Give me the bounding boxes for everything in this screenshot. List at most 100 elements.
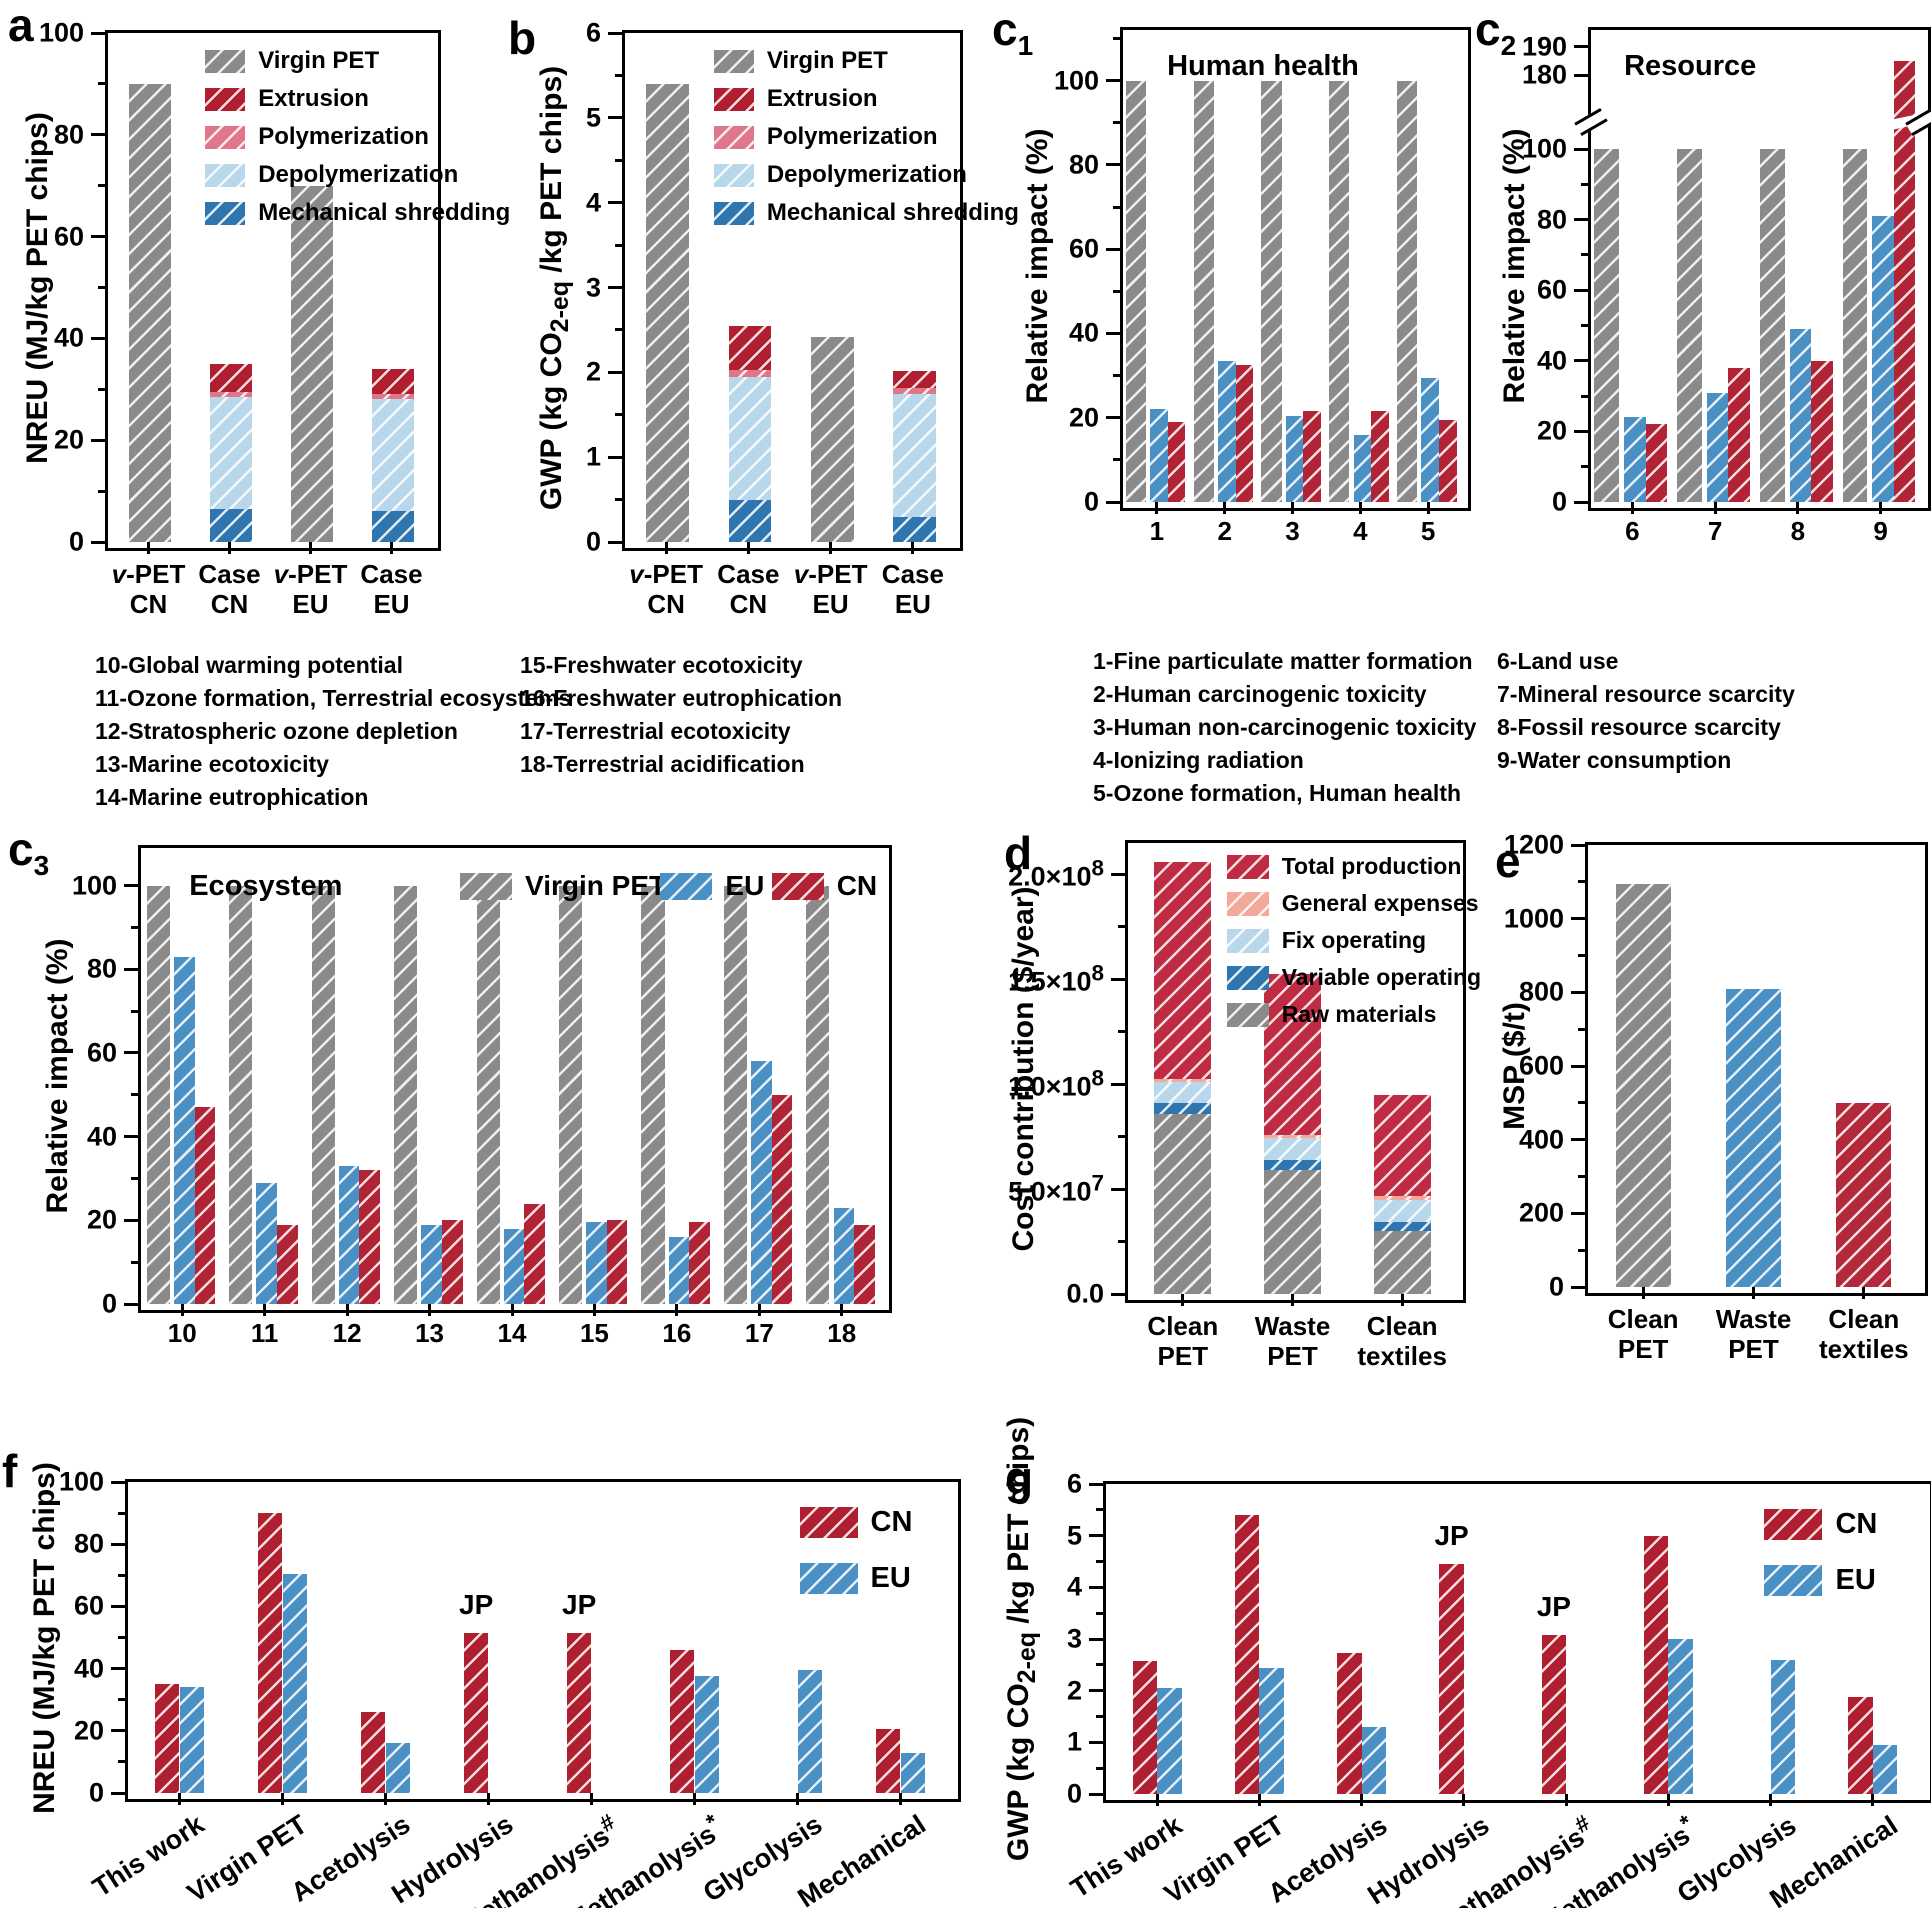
legend-label: CN (1835, 1508, 1878, 1540)
y-tick (1089, 1637, 1106, 1641)
x-tick (1181, 1294, 1185, 1306)
y-tick (1089, 1689, 1106, 1693)
panel-letter-c2: c2 (1475, 3, 1517, 62)
bar-segment-extrusion (728, 325, 772, 370)
x-category-label: Clean PET (1147, 1311, 1219, 1371)
x-tick (1630, 502, 1634, 514)
impact-list-item: 4-Ionizing radiation (1093, 747, 1304, 773)
x-tick (1879, 502, 1883, 514)
x-tick (178, 1793, 181, 1805)
x-tick (1752, 1287, 1755, 1299)
y-tick (91, 235, 108, 239)
bar-segment-polymerization (893, 387, 936, 394)
bar-cn (360, 1712, 386, 1793)
x-tick (487, 1793, 490, 1805)
legend-item: CN (771, 870, 877, 902)
y-minor-tick (118, 1573, 128, 1577)
y-minor-tick (1578, 1101, 1588, 1105)
bar-segment-total-production (1154, 861, 1212, 1079)
panel-letter-f: f (2, 1445, 18, 1497)
legend-item: Extrusion (205, 85, 369, 113)
legend-label: Depolymerization (258, 161, 459, 188)
y-tick-label: 80 (86, 953, 117, 984)
x-category-label: Clean textiles (1357, 1311, 1447, 1371)
x-tick (1713, 502, 1717, 514)
x-category-label: Case CN (198, 559, 261, 619)
y-axis-label: NREU (MJ/kg PET chips) (28, 1461, 61, 1814)
y-minor-tick (1581, 394, 1591, 398)
legend-swatch (713, 163, 754, 187)
y-tick-label: 40 (73, 1653, 104, 1684)
bar-cn (1438, 419, 1457, 502)
x-category-label: 11 (250, 1318, 279, 1348)
x-category-label: 14 (497, 1318, 527, 1348)
impact-list-item: 1-Fine particulate matter formation (1093, 648, 1473, 674)
x-tick (1564, 1794, 1568, 1806)
bar-segment-polymerization (210, 391, 253, 397)
impact-list-item: 13-Marine ecotoxicity (95, 751, 329, 777)
x-tick (309, 542, 312, 554)
plot-title: Ecosystem (189, 870, 343, 902)
y-tick-label: 190 (1521, 31, 1567, 62)
x-category-label: 4 (1353, 516, 1368, 546)
y-minor-tick (131, 1093, 141, 1097)
annotation-jp: JP (459, 1588, 494, 1620)
x-category-label: 5 (1420, 516, 1436, 546)
bar-virgin-pet (1125, 80, 1147, 502)
y-tick (1111, 1292, 1128, 1296)
x-category-label: 1 (1149, 516, 1165, 546)
y-minor-tick (615, 498, 625, 502)
y-tick-label: 20 (1536, 415, 1567, 446)
y-tick (1574, 218, 1591, 222)
y-tick (1574, 73, 1591, 77)
y-tick (1111, 1187, 1128, 1191)
legend-item: Mechanical shredding (713, 199, 1019, 227)
legend-label: Total production (1281, 853, 1462, 879)
y-tick-label: 80 (53, 119, 84, 150)
y-tick (1574, 500, 1591, 504)
y-minor-tick (118, 1760, 128, 1764)
y-tick-label: 0 (1551, 486, 1567, 517)
x-tick (1291, 1294, 1294, 1306)
bar-cn (669, 1649, 695, 1793)
x-category-label: 16 (662, 1318, 692, 1348)
bar-eu (797, 1670, 823, 1793)
legend-label: Extrusion (766, 85, 878, 112)
bar-eu (338, 1165, 360, 1304)
bar-eu (385, 1743, 411, 1793)
legend-item: CN (1764, 1508, 1877, 1541)
legend-swatch (1226, 965, 1269, 990)
bar-segment-polymerization (372, 394, 415, 400)
y-tick (111, 1729, 128, 1733)
x-tick (147, 542, 150, 554)
plot-area: 0 1 2 3 4 5 6 This work Virgin PET Acetolysis Hydr… (1065, 1469, 1931, 1908)
x-category-label: v-PET EU (273, 559, 348, 619)
bar-segment-virgin-pet (129, 83, 172, 542)
y-tick-label: 0 (1083, 486, 1099, 517)
y-minor-tick (615, 73, 625, 77)
panel-letter-c1: c1 (992, 3, 1034, 62)
bar-segment-fix-operating (1263, 1137, 1321, 1160)
impact-list-item: 2-Human carcinogenic toxicity (1093, 681, 1427, 707)
bar-segment-depolymerization (893, 393, 936, 517)
x-category-label: 2 (1217, 516, 1232, 546)
y-minor-tick (131, 1009, 141, 1013)
x-category-label: 15 (579, 1318, 609, 1348)
y-tick (1574, 359, 1591, 363)
y-tick-label: 2.0×108 (1008, 855, 1104, 892)
x-tick (263, 1304, 267, 1316)
impact-list-item: 8-Fossil resource scarcity (1497, 714, 1781, 740)
legend-swatch (660, 872, 713, 900)
y-tick-label: 80 (73, 1528, 104, 1559)
x-tick (1291, 502, 1294, 514)
legend-item: EU (1764, 1564, 1876, 1597)
legend-item: Extrusion (713, 85, 878, 113)
y-minor-tick (1118, 1135, 1128, 1139)
axis-break-mark (1574, 108, 1608, 137)
x-tick (675, 1304, 679, 1316)
y-tick-label: 5.0×107 (1008, 1170, 1104, 1207)
bar-cn (1643, 1535, 1669, 1794)
annotation-jp: JP (562, 1588, 597, 1620)
y-tick-label: 0 (68, 526, 84, 557)
y-tick (124, 1051, 141, 1055)
